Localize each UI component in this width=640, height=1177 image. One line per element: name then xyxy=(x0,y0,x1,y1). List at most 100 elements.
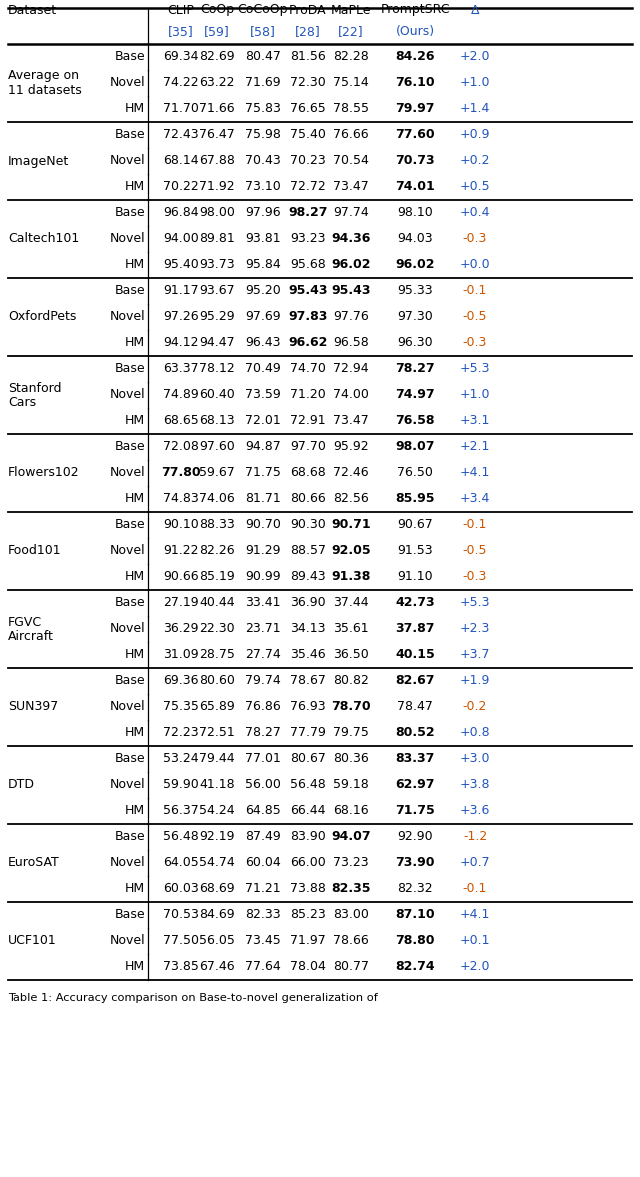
Text: 98.00: 98.00 xyxy=(199,206,235,219)
Text: 82.33: 82.33 xyxy=(245,909,281,922)
Text: +0.1: +0.1 xyxy=(460,935,490,947)
Text: 63.37: 63.37 xyxy=(163,363,199,375)
Text: 77.64: 77.64 xyxy=(245,960,281,973)
Text: 95.84: 95.84 xyxy=(245,259,281,272)
Text: 56.48: 56.48 xyxy=(163,831,199,844)
Text: 54.24: 54.24 xyxy=(199,805,235,818)
Text: 72.30: 72.30 xyxy=(290,77,326,89)
Text: 95.33: 95.33 xyxy=(397,285,433,298)
Text: HM: HM xyxy=(125,180,145,193)
Text: 73.88: 73.88 xyxy=(290,883,326,896)
Text: 71.75: 71.75 xyxy=(395,805,435,818)
Text: -0.1: -0.1 xyxy=(463,883,487,896)
Text: 85.19: 85.19 xyxy=(199,571,235,584)
Text: 96.30: 96.30 xyxy=(397,337,433,350)
Text: +1.9: +1.9 xyxy=(460,674,490,687)
Text: 74.00: 74.00 xyxy=(333,388,369,401)
Text: (Ours): (Ours) xyxy=(396,26,435,39)
Text: Base: Base xyxy=(115,440,145,453)
Text: 22.30: 22.30 xyxy=(199,623,235,636)
Text: 77.01: 77.01 xyxy=(245,752,281,765)
Text: CoCoOp: CoCoOp xyxy=(237,4,288,16)
Text: 73.85: 73.85 xyxy=(163,960,199,973)
Text: 74.06: 74.06 xyxy=(199,492,235,505)
Text: +4.1: +4.1 xyxy=(460,466,490,479)
Text: 74.89: 74.89 xyxy=(163,388,199,401)
Text: 87.10: 87.10 xyxy=(395,909,435,922)
Text: 28.75: 28.75 xyxy=(199,649,235,661)
Text: +5.3: +5.3 xyxy=(460,597,490,610)
Text: 92.05: 92.05 xyxy=(331,545,371,558)
Text: 70.53: 70.53 xyxy=(163,909,199,922)
Text: 82.35: 82.35 xyxy=(332,883,371,896)
Text: 35.61: 35.61 xyxy=(333,623,369,636)
Text: 90.10: 90.10 xyxy=(163,519,199,532)
Text: 90.66: 90.66 xyxy=(163,571,199,584)
Text: Novel: Novel xyxy=(109,77,145,89)
Text: 69.34: 69.34 xyxy=(163,51,199,64)
Text: HM: HM xyxy=(125,883,145,896)
Text: 95.29: 95.29 xyxy=(199,311,235,324)
Text: 40.44: 40.44 xyxy=(199,597,235,610)
Text: 93.73: 93.73 xyxy=(199,259,235,272)
Text: 94.87: 94.87 xyxy=(245,440,281,453)
Text: CoOp: CoOp xyxy=(200,4,234,16)
Text: 90.99: 90.99 xyxy=(245,571,281,584)
Text: 35.46: 35.46 xyxy=(290,649,326,661)
Text: FGVC: FGVC xyxy=(8,616,42,629)
Text: -0.2: -0.2 xyxy=(463,700,487,713)
Text: 78.70: 78.70 xyxy=(331,700,371,713)
Text: 68.16: 68.16 xyxy=(333,805,369,818)
Text: 27.74: 27.74 xyxy=(245,649,281,661)
Text: 96.62: 96.62 xyxy=(288,337,328,350)
Text: HM: HM xyxy=(125,726,145,739)
Text: 84.69: 84.69 xyxy=(199,909,235,922)
Text: 92.19: 92.19 xyxy=(199,831,235,844)
Text: Novel: Novel xyxy=(109,388,145,401)
Text: 77.60: 77.60 xyxy=(395,128,435,141)
Text: Novel: Novel xyxy=(109,778,145,791)
Text: +3.0: +3.0 xyxy=(460,752,490,765)
Text: Base: Base xyxy=(115,285,145,298)
Text: 97.70: 97.70 xyxy=(290,440,326,453)
Text: 81.56: 81.56 xyxy=(290,51,326,64)
Text: Δ: Δ xyxy=(471,4,479,16)
Text: 74.83: 74.83 xyxy=(163,492,199,505)
Text: 72.46: 72.46 xyxy=(333,466,369,479)
Text: 95.92: 95.92 xyxy=(333,440,369,453)
Text: Base: Base xyxy=(115,674,145,687)
Text: 90.71: 90.71 xyxy=(331,519,371,532)
Text: 95.68: 95.68 xyxy=(290,259,326,272)
Text: 54.74: 54.74 xyxy=(199,857,235,870)
Text: 97.30: 97.30 xyxy=(397,311,433,324)
Text: 80.82: 80.82 xyxy=(333,674,369,687)
Text: MaPLe: MaPLe xyxy=(331,4,371,16)
Text: 71.20: 71.20 xyxy=(290,388,326,401)
Text: 92.90: 92.90 xyxy=(397,831,433,844)
Text: 78.04: 78.04 xyxy=(290,960,326,973)
Text: 80.67: 80.67 xyxy=(290,752,326,765)
Text: 73.23: 73.23 xyxy=(333,857,369,870)
Text: 73.47: 73.47 xyxy=(333,414,369,427)
Text: -1.2: -1.2 xyxy=(463,831,487,844)
Text: 68.13: 68.13 xyxy=(199,414,235,427)
Text: 87.49: 87.49 xyxy=(245,831,281,844)
Text: 94.47: 94.47 xyxy=(199,337,235,350)
Text: +2.1: +2.1 xyxy=(460,440,490,453)
Text: 64.85: 64.85 xyxy=(245,805,281,818)
Text: 40.15: 40.15 xyxy=(395,649,435,661)
Text: +2.0: +2.0 xyxy=(460,51,490,64)
Text: Base: Base xyxy=(115,831,145,844)
Text: +1.0: +1.0 xyxy=(460,77,490,89)
Text: 37.44: 37.44 xyxy=(333,597,369,610)
Text: 66.44: 66.44 xyxy=(291,805,326,818)
Text: Base: Base xyxy=(115,128,145,141)
Text: 94.12: 94.12 xyxy=(163,337,199,350)
Text: 77.79: 77.79 xyxy=(290,726,326,739)
Text: 60.03: 60.03 xyxy=(163,883,199,896)
Text: 80.47: 80.47 xyxy=(245,51,281,64)
Text: 85.95: 85.95 xyxy=(396,492,435,505)
Text: 67.46: 67.46 xyxy=(199,960,235,973)
Text: PromptSRC: PromptSRC xyxy=(380,4,450,16)
Text: +3.1: +3.1 xyxy=(460,414,490,427)
